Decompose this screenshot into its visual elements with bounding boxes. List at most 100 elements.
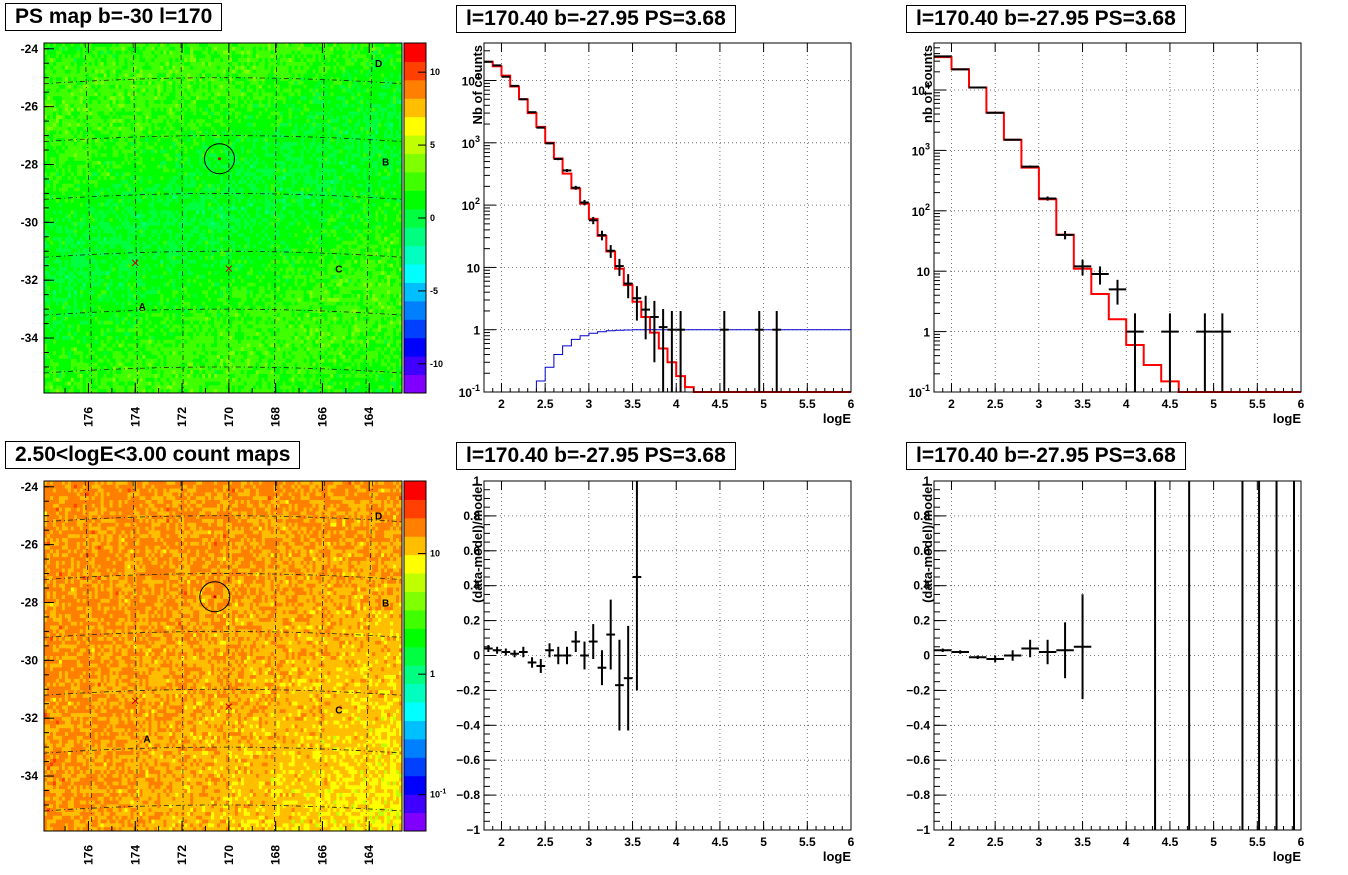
heatmap-cell (231, 81, 236, 86)
heatmap-cell (118, 54, 122, 59)
heatmap-cell (348, 100, 352, 105)
heatmap-cell (273, 138, 278, 143)
heatmap-cell (94, 149, 99, 154)
heatmap-cell (100, 81, 105, 86)
heatmap-cell (67, 153, 72, 158)
heatmap-cell (339, 43, 343, 48)
heatmap-cell (211, 43, 215, 48)
heatmap-cell (223, 58, 227, 63)
heatmap-cell (205, 96, 209, 101)
heatmap-cell (276, 119, 281, 124)
heatmap-cell (345, 62, 349, 67)
heatmap-cell (208, 149, 212, 154)
heatmap-cell (148, 122, 152, 128)
heatmap-cell (196, 92, 200, 97)
heatmap-cell (324, 168, 328, 173)
heatmap-cell (285, 62, 290, 67)
heatmap-cell (184, 46, 188, 51)
heatmap-cell (237, 134, 242, 139)
heatmap-cell (339, 126, 343, 131)
heatmap-cell (360, 43, 364, 48)
heatmap-cell (145, 141, 149, 147)
heatmap-cell (246, 103, 251, 109)
heatmap-cell (55, 73, 60, 78)
heatmap-cell (127, 111, 131, 116)
heatmap-cell (354, 195, 358, 200)
heatmap-cell (115, 122, 119, 128)
heatmap-cell (163, 62, 167, 67)
heatmap-cell (166, 81, 170, 86)
heatmap-cell (202, 96, 206, 101)
heatmap-cell (67, 69, 72, 74)
heatmap-cell (300, 43, 304, 48)
heatmap-cell (366, 153, 370, 158)
heatmap-cell (106, 191, 111, 196)
heatmap-cell (109, 88, 114, 93)
heatmap-cell (73, 172, 78, 177)
heatmap-cell (300, 164, 304, 169)
heatmap-cell (115, 138, 119, 143)
heatmap-cell (91, 69, 96, 74)
heatmap-cell (264, 164, 269, 169)
heatmap-cell (115, 103, 119, 109)
heatmap-cell (220, 111, 224, 116)
heatmap-cell (255, 84, 260, 90)
heatmap-cell (196, 126, 200, 131)
heatmap-cell (237, 130, 242, 135)
heatmap-cell (130, 168, 134, 173)
heatmap-cell (94, 58, 99, 63)
heatmap-cell (357, 153, 361, 158)
heatmap-cell (214, 160, 218, 166)
heatmap-cell (79, 191, 84, 196)
heatmap-cell (297, 111, 301, 116)
heatmap-cell (234, 138, 239, 143)
heatmap-cell (267, 65, 272, 71)
heatmap-cell (279, 134, 284, 139)
heatmap-cell (163, 153, 167, 158)
heatmap-cell (267, 122, 272, 128)
heatmap-cell (157, 92, 161, 97)
heatmap-cell (300, 88, 304, 93)
heatmap-cell (237, 96, 242, 101)
heatmap-cell (193, 111, 197, 116)
heatmap-cell (193, 179, 197, 185)
heatmap-cell (249, 141, 254, 147)
heatmap-cell (112, 176, 116, 181)
heatmap-cell (318, 43, 322, 48)
heatmap-cell (387, 191, 391, 196)
heatmap-cell (348, 115, 352, 120)
heatmap-cell (100, 130, 105, 135)
heatmap-cell (52, 50, 57, 55)
heatmap-cell (127, 107, 131, 112)
heatmap-cell (211, 69, 215, 74)
heatmap-cell (369, 141, 373, 147)
heatmap-cell (363, 195, 367, 200)
heatmap-cell (91, 187, 96, 192)
heatmap-cell (381, 126, 385, 131)
heatmap-cell (115, 195, 119, 200)
heatmap-cell (139, 172, 143, 177)
heatmap-cell (67, 111, 72, 116)
heatmap-cell (169, 160, 173, 166)
heatmap-cell (345, 160, 349, 166)
heatmap-cell (157, 77, 161, 82)
heatmap-cell (181, 84, 185, 90)
heatmap-cell (121, 130, 125, 135)
heatmap-cell (345, 183, 349, 188)
heatmap-cell (205, 179, 209, 185)
heatmap-cell (276, 164, 281, 169)
heatmap-cell (273, 168, 278, 173)
heatmap-cell (360, 88, 364, 93)
heatmap-cell (288, 187, 293, 192)
heatmap-cell (384, 176, 388, 181)
heatmap-cell (49, 119, 54, 124)
heatmap-cell (399, 164, 403, 169)
heatmap-cell (258, 115, 263, 120)
heatmap-cell (270, 183, 275, 188)
heatmap-cell (249, 138, 254, 143)
heatmap-cell (79, 179, 84, 185)
heatmap-cell (393, 138, 397, 143)
heatmap-cell (300, 111, 304, 116)
heatmap-cell (55, 107, 60, 112)
heatmap-cell (327, 43, 331, 48)
